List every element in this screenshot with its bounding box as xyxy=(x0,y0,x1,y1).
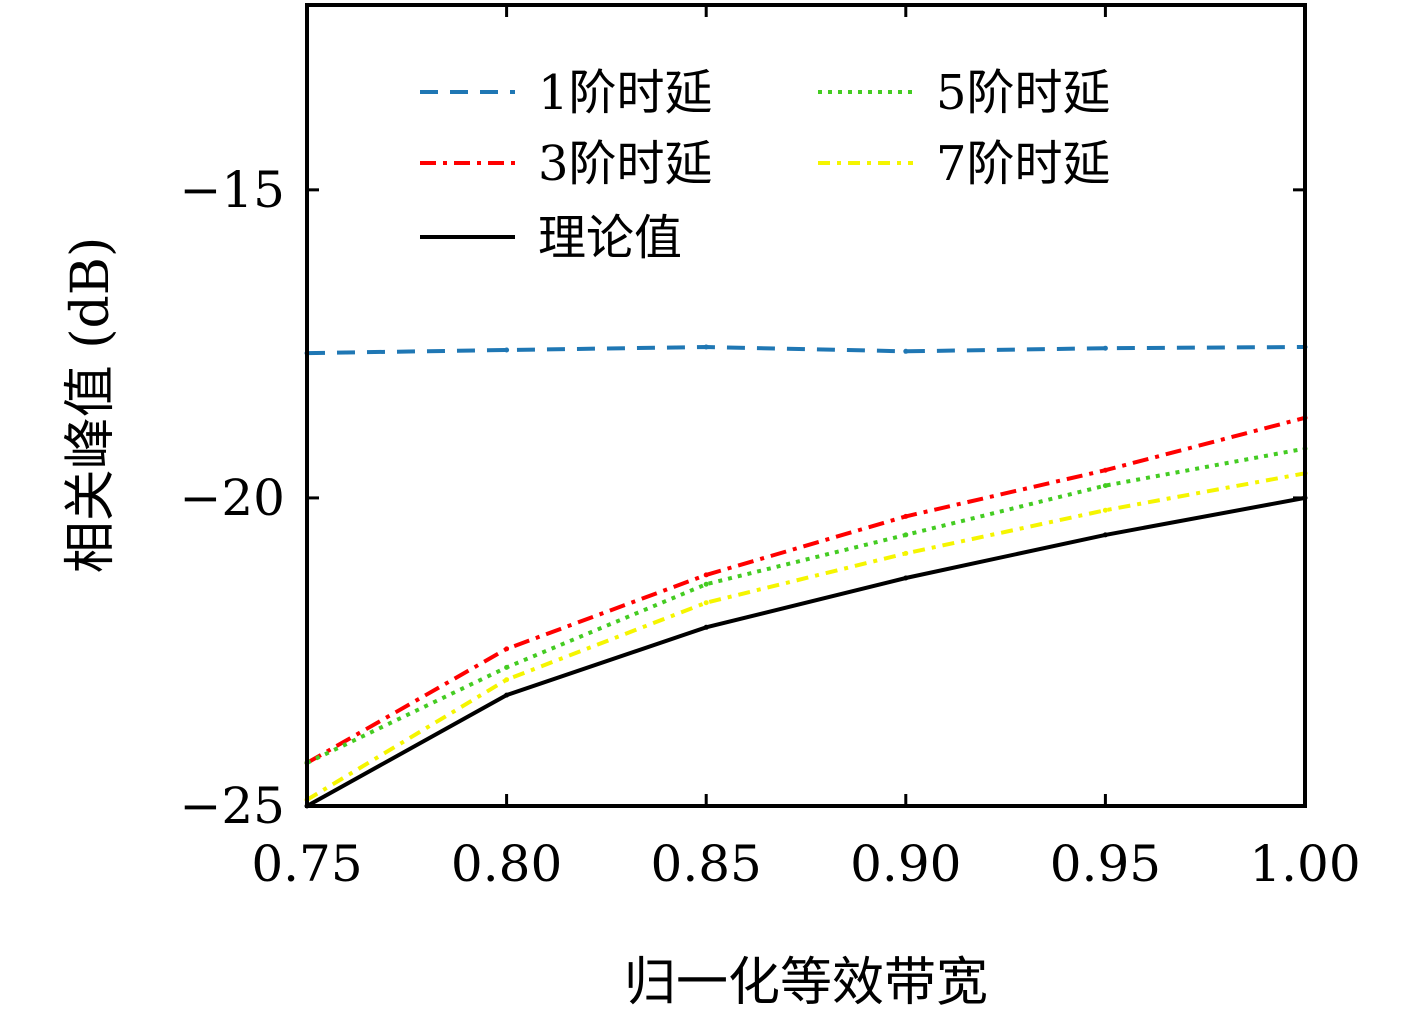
data-point xyxy=(504,677,510,683)
data-point xyxy=(903,513,909,519)
plot-frame xyxy=(305,3,1307,808)
data-point xyxy=(903,550,909,556)
data-point xyxy=(504,646,510,652)
data-point xyxy=(703,600,709,606)
data-point xyxy=(703,624,709,630)
data-point xyxy=(703,344,709,350)
data-point xyxy=(504,347,510,353)
tick-layer: 0.75 0.80 0.85 0.90 0.95 1.00 −25 −20 −15 xyxy=(179,5,1361,893)
x-tick-label: 0.75 xyxy=(251,835,362,893)
y-axis-label: 相关峰值 (dB) xyxy=(61,237,121,574)
data-point xyxy=(903,575,909,581)
data-point xyxy=(1102,507,1108,513)
x-tick-label: 0.95 xyxy=(1050,835,1161,893)
series-line-4 xyxy=(305,471,1306,802)
series-layer xyxy=(304,344,1308,809)
y-tick-label: −20 xyxy=(179,469,285,527)
data-point xyxy=(903,532,909,538)
legend-label-1: 1阶时延 xyxy=(538,65,713,121)
legend-label-3: 5阶时延 xyxy=(936,65,1111,121)
y-tick-label: −15 xyxy=(179,161,285,219)
x-tick-label: 1.00 xyxy=(1249,835,1360,893)
x-tick-label: 0.80 xyxy=(451,835,562,893)
series-line-5 xyxy=(306,495,1306,808)
x-axis-label: 归一化等效带宽 xyxy=(624,953,988,1013)
data-point xyxy=(1102,345,1108,351)
series-line-1 xyxy=(306,344,1306,356)
x-tick-label: 0.85 xyxy=(651,835,762,893)
data-point xyxy=(703,572,709,578)
data-point xyxy=(504,664,510,670)
x-tick-label: 0.90 xyxy=(850,835,961,893)
data-point xyxy=(1102,532,1108,538)
data-point xyxy=(903,348,909,354)
data-point xyxy=(1102,483,1108,489)
data-point xyxy=(504,692,510,698)
series-line-2 xyxy=(306,415,1306,765)
data-point xyxy=(1102,467,1108,473)
y-tick-label: −25 xyxy=(179,777,285,835)
series-line-3 xyxy=(306,446,1306,765)
legend-label-5: 理论值 xyxy=(538,210,682,266)
legend-label-4: 7阶时延 xyxy=(936,136,1111,192)
data-point xyxy=(703,581,709,587)
legend-label-2: 3阶时延 xyxy=(538,136,713,192)
